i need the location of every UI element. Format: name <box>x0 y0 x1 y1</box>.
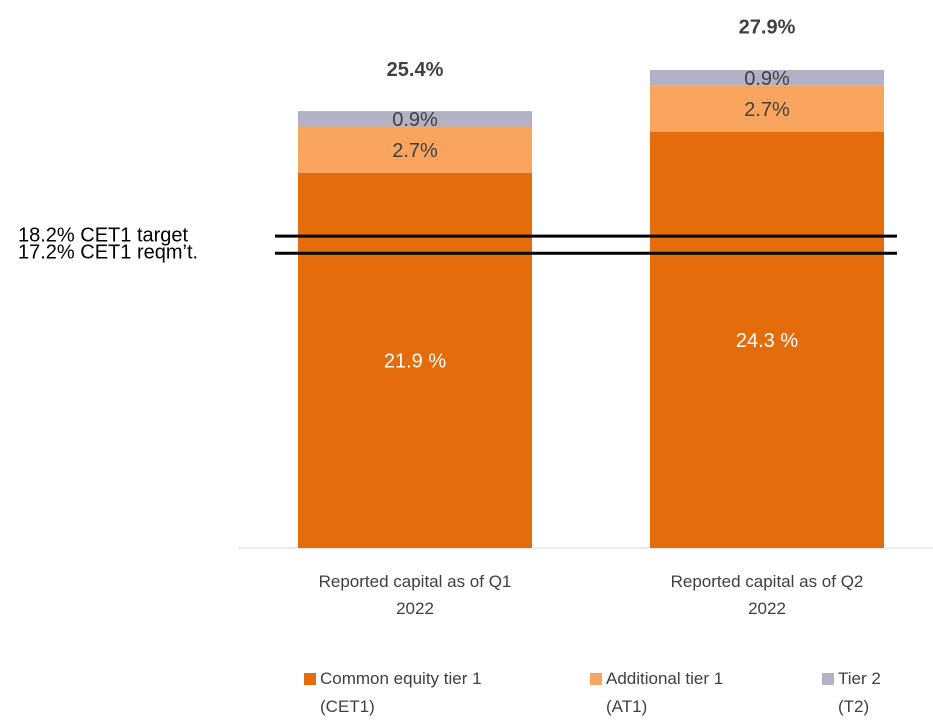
x-tick-label: Reported capital as of Q1 2022 <box>318 572 512 618</box>
legend-swatch <box>822 673 834 685</box>
value-label: 24.3 % <box>736 330 798 352</box>
value-label: 0.9% <box>392 109 438 131</box>
bar-segment <box>650 69 884 86</box>
legend-label: Tier 2 (T2) <box>838 669 881 716</box>
value-label: 2.7% <box>392 140 438 162</box>
bar-segment <box>298 111 532 127</box>
value-label: 2.7% <box>744 99 790 121</box>
legend-label: Additional tier 1 (AT1) <box>606 669 724 716</box>
legend-swatch <box>590 673 602 685</box>
total-label: 27.9% <box>739 16 796 38</box>
x-tick-label: Reported capital as of Q2 2022 <box>670 572 864 618</box>
bar-segment <box>298 126 532 173</box>
value-label: 21.9 % <box>384 351 446 373</box>
total-label: 25.4% <box>387 59 444 81</box>
bar-segment <box>650 131 884 548</box>
legend-swatch <box>304 673 316 685</box>
reference-label: 18.2% CET1 target <box>18 224 189 246</box>
bar-segment <box>650 85 884 132</box>
value-label: 0.9% <box>744 68 790 90</box>
reference-label: 17.2% CET1 reqm’t. <box>18 242 198 264</box>
legend-label: Common equity tier 1 (CET1) <box>320 669 482 716</box>
